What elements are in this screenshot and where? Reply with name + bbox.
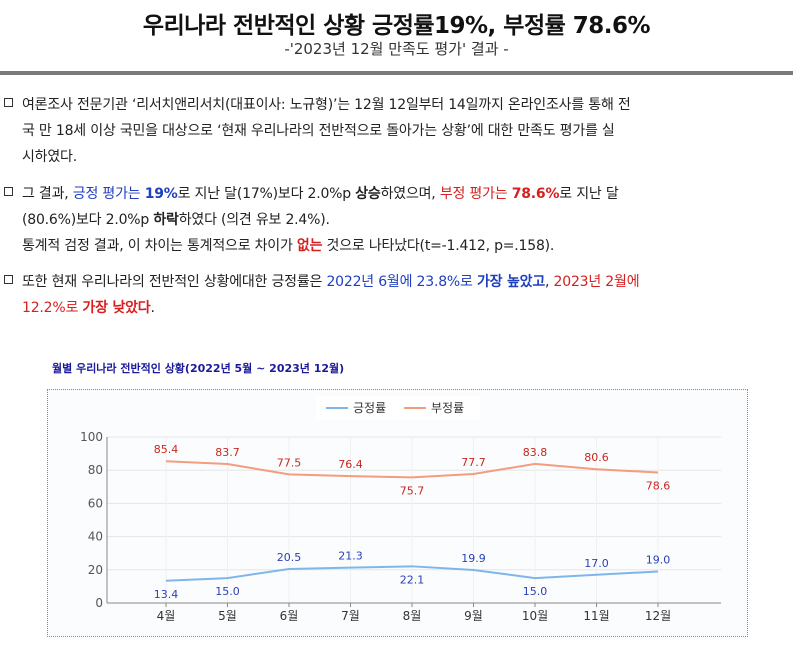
page-subtitle: -'2023년 12월 만족도 평가' 결과 -: [284, 40, 509, 58]
text: 하였다 (의견 유보 2.4%).: [178, 212, 330, 228]
results-line-2: (80.6%)보다 2.0%p 하락하였다 (의견 유보 2.4%).: [22, 207, 774, 233]
highest-word: 가장 높았고: [476, 274, 546, 290]
x-tick-label: 10월: [522, 609, 548, 623]
results-line-3: 통계적 검정 결과, 이 차이는 통계적으로 차이가 없는 것으로 나타났다(t…: [22, 233, 774, 259]
data-label: 83.7: [215, 446, 240, 459]
data-label: 21.3: [338, 550, 363, 563]
data-label: 77.5: [277, 456, 302, 469]
text: 통계적 검정 결과, 이 차이는 통계적으로 차이가: [22, 238, 297, 254]
x-tick-label: 7월: [341, 609, 360, 623]
square-bullet-icon: [4, 98, 13, 107]
data-label: 83.8: [523, 446, 548, 459]
y-tick-label: 80: [88, 463, 103, 477]
square-bullet-icon: [4, 275, 13, 284]
y-tick-label: 40: [88, 530, 103, 544]
text: 것으로 나타났다(t=-1.412, p=.158).: [322, 238, 555, 254]
x-tick-label: 11월: [583, 609, 609, 623]
chart-frame: 0 20 40 60 80 100 4월 5월 6월 7월 8월 9월 10월 11월 12월 13.4 15.…: [47, 389, 748, 637]
data-label: 19.0: [646, 553, 671, 566]
positive-label: 긍정 평가는: [72, 186, 145, 202]
data-label: 20.5: [277, 551, 302, 564]
highest-period: 2022년 6월에 23.8%로: [326, 274, 477, 290]
intro-line-1: 여론조사 전문기관 ‘리서치앤리서치(대표이사: 노규형)’는 12월 12일부…: [22, 97, 631, 113]
results-line-1: 그 결과, 긍정 평가는 19%로 지난 달(17%)보다 2.0%p 상승하였…: [22, 181, 774, 207]
lowest-value: 12.2%로: [22, 300, 83, 316]
series-line-positive: [165, 565, 659, 582]
y-tick-label: 20: [88, 563, 103, 577]
negative-label: 부정 평가는: [439, 186, 512, 202]
text: ,: [545, 274, 554, 290]
text: (80.6%)보다 2.0%p: [22, 212, 154, 228]
fall-word: 하락: [153, 212, 179, 228]
data-label: 22.1: [400, 573, 425, 586]
data-label: 78.6: [646, 480, 671, 493]
text: 하였으며,: [380, 186, 440, 202]
x-tick-label: 8월: [403, 609, 422, 623]
data-label: 85.4: [154, 443, 179, 456]
x-tick-label: 4월: [157, 609, 176, 623]
extremes-line-1: 또한 현재 우리나라의 전반적인 상황에대한 긍정률은 2022년 6월에 23…: [22, 269, 774, 295]
positive-value: 19%: [144, 186, 178, 202]
text: 로 지난 달: [559, 186, 619, 202]
intro-line-3: 시하였다.: [22, 149, 77, 165]
data-label: 15.0: [523, 585, 548, 598]
title-divider: [0, 71, 793, 75]
data-label: 19.9: [461, 552, 486, 565]
data-label: 76.4: [338, 458, 363, 471]
data-label: 80.6: [584, 451, 609, 464]
y-tick-label: 0: [95, 596, 103, 610]
data-label: 15.0: [215, 585, 240, 598]
text: 또한 현재 우리나라의 전반적인 상황에대한 긍정률은: [22, 274, 327, 290]
text: .: [150, 300, 155, 316]
x-tick-label: 5월: [218, 609, 237, 623]
lowest-word: 가장 낮았다: [82, 300, 151, 316]
data-label: 75.7: [400, 484, 425, 497]
chart-caption: 월별 우리나라 전반적인 상황(2022년 5월 ~ 2023년 12월): [52, 362, 345, 375]
extremes-line-2: 12.2%로 가장 낮았다.: [22, 295, 774, 321]
negative-value: 78.6%: [511, 186, 560, 202]
page-title: 우리나라 전반적인 상황 긍정률19%, 부정률 78.6%: [142, 13, 651, 39]
paragraph-extremes: 또한 현재 우리나라의 전반적인 상황에대한 긍정률은 2022년 6월에 23…: [4, 269, 774, 321]
rise-word: 상승: [355, 186, 381, 202]
y-tick-label: 60: [88, 496, 103, 510]
legend-label: 긍정률: [353, 401, 386, 415]
text: 로 지난 달(17%)보다 2.0%p: [177, 186, 356, 202]
paragraph-survey-intro: 여론조사 전문기관 ‘리서치앤리서치(대표이사: 노규형)’는 12월 12일부…: [4, 92, 774, 170]
x-tick-label: 9월: [464, 609, 483, 623]
line-chart: 0 20 40 60 80 100 4월 5월 6월 7월 8월 9월 10월 11월 12월 13.4 15.…: [80, 396, 721, 623]
x-tick-label: 6월: [280, 609, 299, 623]
y-tick-label: 100: [80, 430, 103, 444]
series-line-negative: [165, 460, 659, 479]
paragraph-results: 그 결과, 긍정 평가는 19%로 지난 달(17%)보다 2.0%p 상승하였…: [4, 181, 774, 259]
intro-line-2: 국 만 18세 이상 국민을 대상으로 ‘현재 우리나라의 전반적으로 돌아가는…: [22, 123, 615, 139]
data-label: 77.7: [461, 456, 486, 469]
no-difference-word: 없는: [296, 238, 323, 254]
legend-label: 부정률: [431, 401, 464, 415]
x-tick-label: 12월: [645, 609, 671, 623]
data-label: 17.0: [584, 557, 609, 570]
lowest-period: 2023년 2월에: [553, 274, 640, 290]
text: 그 결과,: [22, 186, 73, 202]
data-label: 13.4: [154, 588, 179, 601]
square-bullet-icon: [4, 187, 13, 196]
